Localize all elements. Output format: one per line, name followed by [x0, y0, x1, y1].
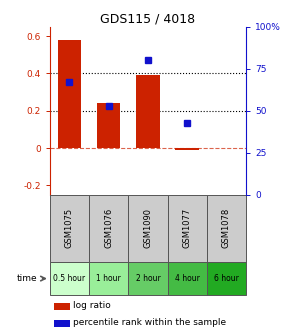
- Text: GSM1090: GSM1090: [144, 208, 152, 248]
- Text: log ratio: log ratio: [73, 301, 111, 310]
- Text: 4 hour: 4 hour: [175, 274, 200, 283]
- Bar: [168, 262, 207, 295]
- Text: 0.5 hour: 0.5 hour: [53, 274, 86, 283]
- Bar: [54, 320, 70, 327]
- Bar: [136, 75, 160, 148]
- Bar: [58, 40, 81, 148]
- Text: percentile rank within the sample: percentile rank within the sample: [73, 318, 226, 327]
- Title: GDS115 / 4018: GDS115 / 4018: [100, 13, 195, 26]
- Text: GSM1076: GSM1076: [104, 208, 113, 248]
- Text: GSM1077: GSM1077: [183, 208, 192, 248]
- Bar: [50, 262, 89, 295]
- Bar: [168, 195, 207, 262]
- Text: GSM1075: GSM1075: [65, 208, 74, 248]
- Text: 1 hour: 1 hour: [96, 274, 121, 283]
- Text: 6 hour: 6 hour: [214, 274, 239, 283]
- Bar: [128, 262, 168, 295]
- Text: GSM1078: GSM1078: [222, 208, 231, 248]
- Text: 2 hour: 2 hour: [136, 274, 160, 283]
- Bar: [176, 148, 199, 150]
- Bar: [50, 195, 89, 262]
- Bar: [207, 195, 246, 262]
- Bar: [97, 103, 120, 148]
- Bar: [89, 195, 128, 262]
- Bar: [128, 195, 168, 262]
- Text: time: time: [16, 274, 45, 283]
- Bar: [207, 262, 246, 295]
- Bar: [54, 303, 70, 309]
- Bar: [89, 262, 128, 295]
